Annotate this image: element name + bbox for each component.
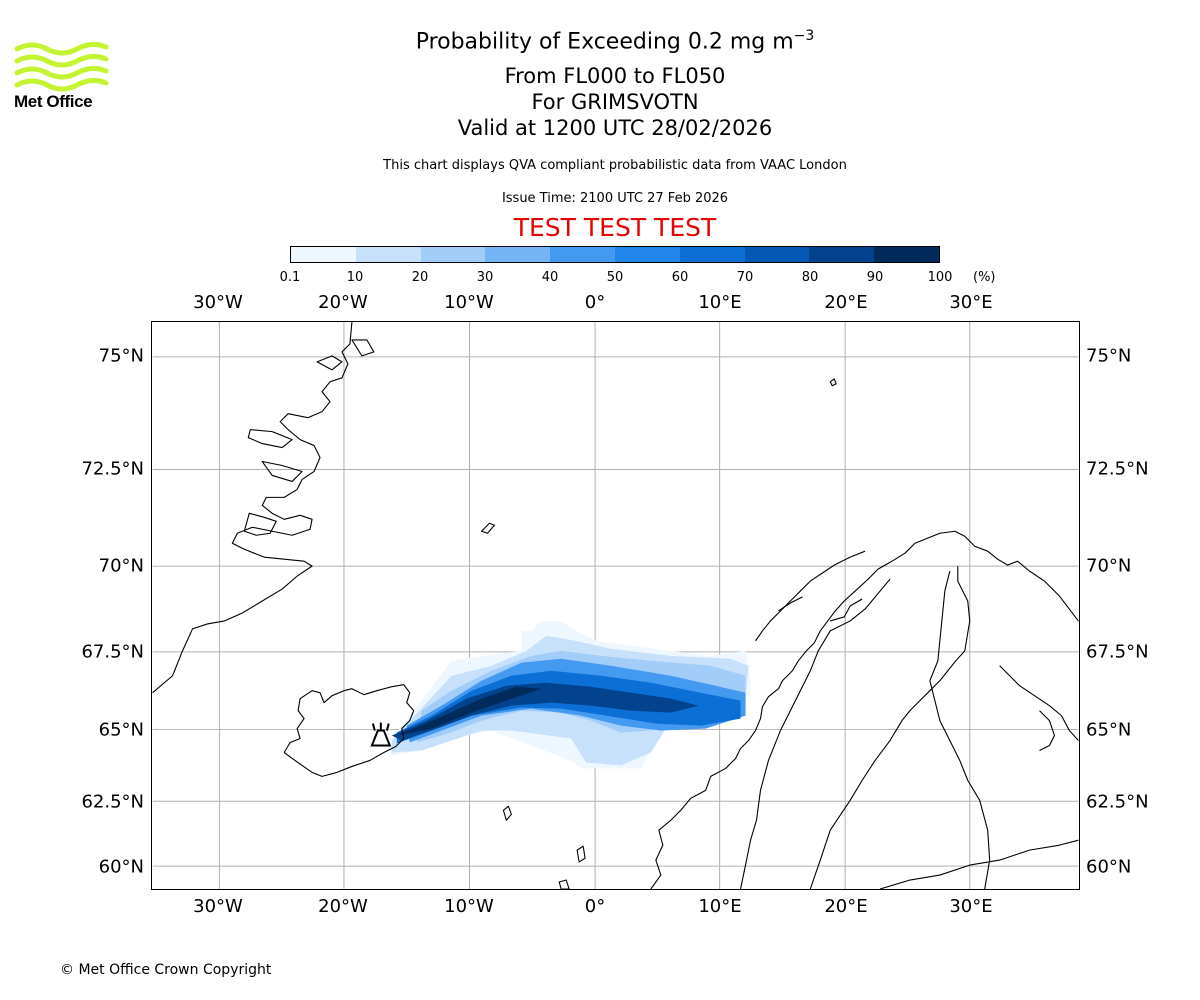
longitude-label: 20°E [824,292,868,313]
longitude-label: 30°E [949,292,993,313]
chart-title: Probability of Exceeding 0.2 mg m−3 [415,28,815,55]
colorbar-tick: 40 [541,270,559,285]
colorbar-segment [744,247,810,262]
latitude-label: 75°N [1086,345,1132,367]
longitude-label: 0° [584,896,606,917]
valid-time: Valid at 1200 UTC 28/02/2026 [457,116,773,140]
map-panel [151,321,1080,890]
latitude-label: 62.5°N [81,791,144,813]
latitude-label: 60°N [1086,856,1132,878]
colorbar-tick: 20 [411,270,429,285]
colorbar-segment [809,247,875,262]
volcano-name: For GRIMSVOTN [531,90,699,114]
volcano-icon [370,722,392,747]
latitude-label: 65°N [1086,719,1132,741]
colorbar-tick: 80 [801,270,819,285]
longitude-label: 20°W [318,896,368,917]
longitude-label: 10°W [444,896,494,917]
colorbar-segment [420,247,486,262]
colorbar-tick: 50 [606,270,624,285]
colorbar-tick: 90 [866,270,884,285]
coastlines [152,322,1079,889]
colorbar-tick: 70 [736,270,754,285]
longitude-label: 20°W [318,292,368,313]
latitude-label: 67.5°N [81,641,144,663]
latitude-label: 72.5°N [81,458,144,480]
colorbar-segment [291,247,356,262]
longitude-label: 30°W [193,292,243,313]
colorbar [290,246,940,263]
subtitle: This chart displays QVA compliant probab… [383,158,847,173]
latitude-label: 75°N [98,345,144,367]
longitude-label: 10°W [444,292,494,313]
longitude-label: 10°E [698,292,742,313]
colorbar-tick: 60 [671,270,689,285]
latitude-label: 62.5°N [1086,791,1149,813]
flight-level-range: From FL000 to FL050 [504,64,726,88]
colorbar-unit: (%) [973,270,996,285]
test-banner: TEST TEST TEST [513,213,717,242]
issue-time: Issue Time: 2100 UTC 27 Feb 2026 [501,191,729,206]
colorbar-segment [874,247,939,262]
copyright: © Met Office Crown Copyright [60,962,272,978]
latitude-label: 67.5°N [1086,641,1149,663]
latitude-label: 60°N [98,856,144,878]
longitude-label: 0° [584,292,606,313]
latitude-label: 70°N [1086,555,1132,577]
met-office-logo [14,41,109,92]
latitude-label: 70°N [98,555,144,577]
colorbar-tick: 0.1 [279,270,301,285]
colorbar-segment [614,247,680,262]
latitude-label: 72.5°N [1086,458,1149,480]
probability-plume [386,620,751,769]
colorbar-tick: 10 [346,270,364,285]
latitude-label: 65°N [98,719,144,741]
graticule [152,322,1079,889]
longitude-label: 20°E [824,896,868,917]
colorbar-segment [355,247,421,262]
logo-text: Met Office [14,92,93,111]
colorbar-segment [485,247,551,262]
longitude-label: 10°E [698,896,742,917]
colorbar-tick: 30 [476,270,494,285]
colorbar-tick: 100 [927,270,953,285]
longitude-label: 30°E [949,896,993,917]
colorbar-segment [550,247,615,262]
colorbar-segment [679,247,745,262]
longitude-label: 30°W [193,896,243,917]
